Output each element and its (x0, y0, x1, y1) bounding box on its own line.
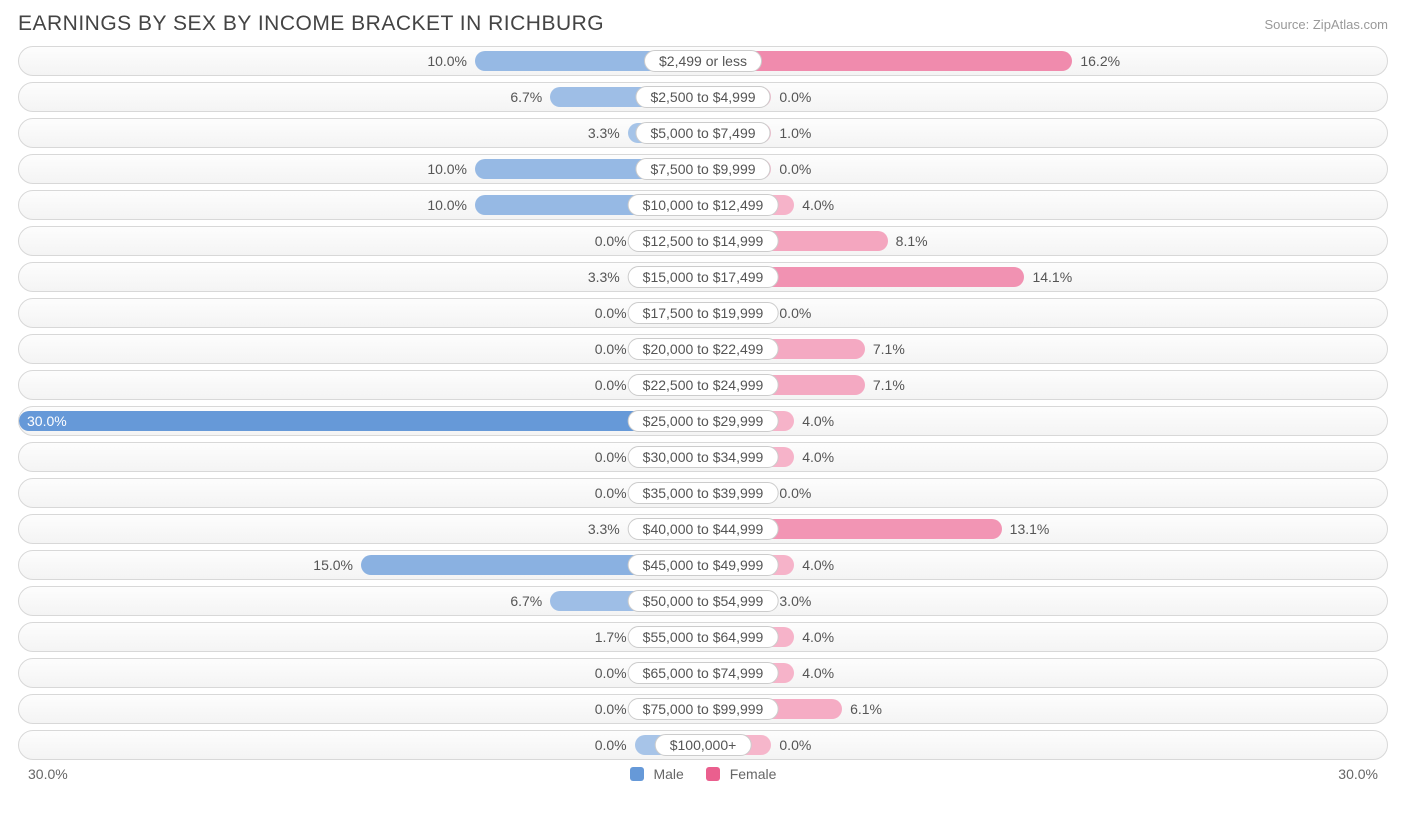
male-value: 10.0% (427, 47, 467, 75)
female-value: 7.1% (873, 371, 905, 399)
category-label: $20,000 to $22,499 (628, 338, 779, 360)
male-value: 10.0% (427, 155, 467, 183)
male-value: 0.0% (595, 731, 627, 759)
female-value: 0.0% (779, 155, 811, 183)
chart-row: 3.3% 14.1% $15,000 to $17,499 (18, 262, 1388, 292)
chart-row: 10.0% 16.2% $2,499 or less (18, 46, 1388, 76)
chart-row: 10.0% 4.0% $10,000 to $12,499 (18, 190, 1388, 220)
female-value: 16.2% (1080, 47, 1120, 75)
male-value: 0.0% (595, 659, 627, 687)
chart-row: 0.0% 6.1% $75,000 to $99,999 (18, 694, 1388, 724)
chart-row: 0.0% 0.0%$17,500 to $19,999 (18, 298, 1388, 328)
female-swatch-icon (706, 767, 720, 781)
chart-row: 30.0% 4.0% $25,000 to $29,999 (18, 406, 1388, 436)
female-value: 14.1% (1032, 263, 1072, 291)
legend-female-label: Female (730, 766, 777, 782)
category-label: $55,000 to $64,999 (628, 626, 779, 648)
chart-source: Source: ZipAtlas.com (1264, 17, 1388, 32)
chart-footer: 30.0% Male Female 30.0% (18, 766, 1388, 782)
male-swatch-icon (630, 767, 644, 781)
chart-row: 1.7% 4.0% $55,000 to $64,999 (18, 622, 1388, 652)
category-label: $10,000 to $12,499 (628, 194, 779, 216)
male-value: 0.0% (595, 299, 627, 327)
male-value: 1.7% (595, 623, 627, 651)
axis-max-left: 30.0% (18, 766, 68, 782)
chart-row: 0.0% 0.0%$35,000 to $39,999 (18, 478, 1388, 508)
category-label: $75,000 to $99,999 (628, 698, 779, 720)
female-value: 4.0% (802, 191, 834, 219)
male-value: 3.3% (588, 263, 620, 291)
male-value: 10.0% (427, 191, 467, 219)
chart-header: EARNINGS BY SEX BY INCOME BRACKET IN RIC… (18, 12, 1388, 36)
male-value: 3.3% (588, 119, 620, 147)
female-value: 4.0% (802, 623, 834, 651)
legend-male: Male (630, 766, 684, 782)
chart-row: 6.7% 0.0% $2,500 to $4,999 (18, 82, 1388, 112)
legend-male-label: Male (653, 766, 683, 782)
male-value: 15.0% (313, 551, 353, 579)
category-label: $65,000 to $74,999 (628, 662, 779, 684)
chart-row: 0.0% 4.0% $65,000 to $74,999 (18, 658, 1388, 688)
female-value: 4.0% (802, 659, 834, 687)
male-value: 3.3% (588, 515, 620, 543)
category-label: $17,500 to $19,999 (628, 302, 779, 324)
female-value: 3.0% (779, 587, 811, 615)
category-label: $22,500 to $24,999 (628, 374, 779, 396)
chart-row: 0.0% 0.0% $100,000+ (18, 730, 1388, 760)
female-value: 1.0% (779, 119, 811, 147)
chart-row: 0.0% 4.0% $30,000 to $34,999 (18, 442, 1388, 472)
category-label: $30,000 to $34,999 (628, 446, 779, 468)
male-value: 0.0% (595, 335, 627, 363)
category-label: $15,000 to $17,499 (628, 266, 779, 288)
female-value: 0.0% (779, 83, 811, 111)
chart-row: 0.0% 7.1% $22,500 to $24,999 (18, 370, 1388, 400)
female-value: 0.0% (779, 299, 811, 327)
female-value: 7.1% (873, 335, 905, 363)
legend-female: Female (706, 766, 777, 782)
chart-row: 10.0% 0.0% $7,500 to $9,999 (18, 154, 1388, 184)
chart-row: 3.3% 13.1% $40,000 to $44,999 (18, 514, 1388, 544)
category-label: $45,000 to $49,999 (628, 554, 779, 576)
legend: Male Female (630, 766, 777, 782)
female-value: 0.0% (779, 479, 811, 507)
category-label: $12,500 to $14,999 (628, 230, 779, 252)
category-label: $35,000 to $39,999 (628, 482, 779, 504)
female-value: 4.0% (802, 443, 834, 471)
male-value: 0.0% (595, 695, 627, 723)
female-value: 8.1% (896, 227, 928, 255)
category-label: $2,500 to $4,999 (635, 86, 770, 108)
chart-row: 3.3% 1.0% $5,000 to $7,499 (18, 118, 1388, 148)
category-label: $50,000 to $54,999 (628, 590, 779, 612)
chart-title: EARNINGS BY SEX BY INCOME BRACKET IN RIC… (18, 12, 604, 36)
female-value: 4.0% (802, 551, 834, 579)
male-bar (19, 411, 703, 431)
male-value: 0.0% (595, 227, 627, 255)
category-label: $7,500 to $9,999 (635, 158, 770, 180)
male-value: 6.7% (510, 587, 542, 615)
male-value: 6.7% (510, 83, 542, 111)
male-value: 0.0% (595, 443, 627, 471)
chart-row: 6.7% 3.0%$50,000 to $54,999 (18, 586, 1388, 616)
male-value: 0.0% (595, 371, 627, 399)
female-value: 13.1% (1010, 515, 1050, 543)
chart-row: 0.0% 8.1% $12,500 to $14,999 (18, 226, 1388, 256)
diverging-bar-chart: 10.0% 16.2% $2,499 or less 6.7% 0.0% $2,500 t… (18, 46, 1388, 760)
category-label: $5,000 to $7,499 (635, 122, 770, 144)
axis-max-right: 30.0% (1338, 766, 1388, 782)
category-label: $40,000 to $44,999 (628, 518, 779, 540)
category-label: $2,499 or less (644, 50, 762, 72)
category-label: $100,000+ (655, 734, 752, 756)
chart-row: 15.0% 4.0% $45,000 to $49,999 (18, 550, 1388, 580)
chart-row: 0.0% 7.1% $20,000 to $22,499 (18, 334, 1388, 364)
female-value: 6.1% (850, 695, 882, 723)
male-value: 0.0% (595, 479, 627, 507)
male-value: 30.0% (27, 407, 67, 435)
female-value: 0.0% (779, 731, 811, 759)
category-label: $25,000 to $29,999 (628, 410, 779, 432)
female-value: 4.0% (802, 407, 834, 435)
